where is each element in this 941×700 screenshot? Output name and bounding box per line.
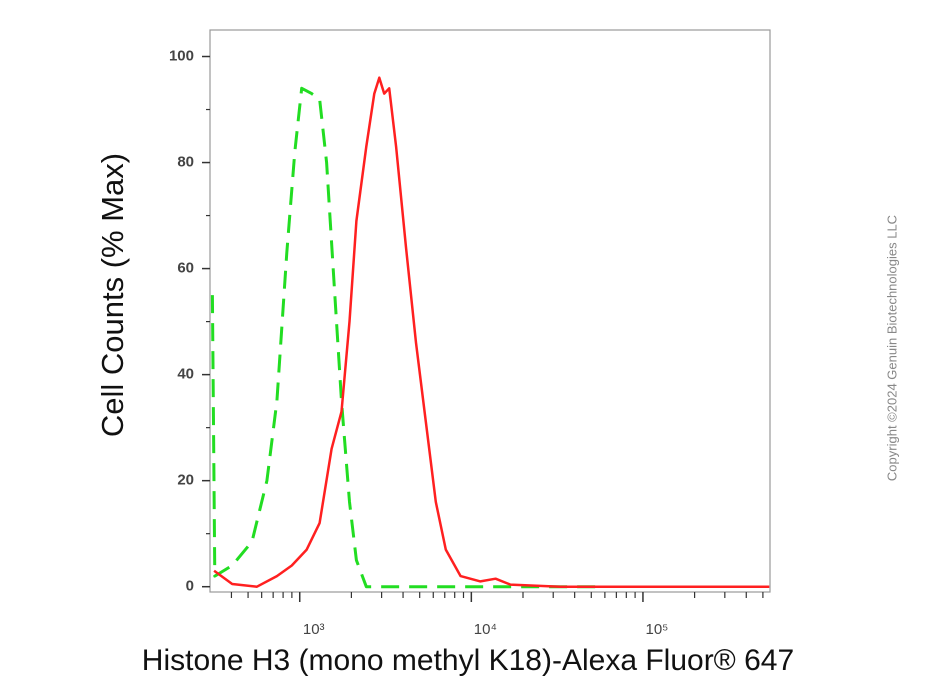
y-tick-label: 80: [177, 154, 194, 171]
x-tick-label: 10³: [303, 621, 325, 638]
plot-frame: [209, 29, 771, 593]
x-tick-label: 10⁵: [645, 621, 668, 638]
series-line: [213, 76, 770, 588]
y-tick-label: 60: [177, 260, 194, 277]
x-axis-label: Histone H3 (mono methyl K18)-Alexa Fluor…: [142, 644, 794, 677]
x-tick-label: 10⁴: [474, 621, 497, 638]
y-tick-label: 40: [177, 366, 194, 383]
y-tick-label: 0: [186, 578, 194, 595]
series-line: [210, 86, 601, 589]
y-tick-label: 20: [177, 472, 194, 489]
copyright: Copyright ©2024 Genuin Biotechnologies L…: [884, 215, 899, 481]
y-tick-label: 100: [169, 47, 194, 64]
y-axis-label: Cell Counts (% Max): [95, 153, 130, 437]
